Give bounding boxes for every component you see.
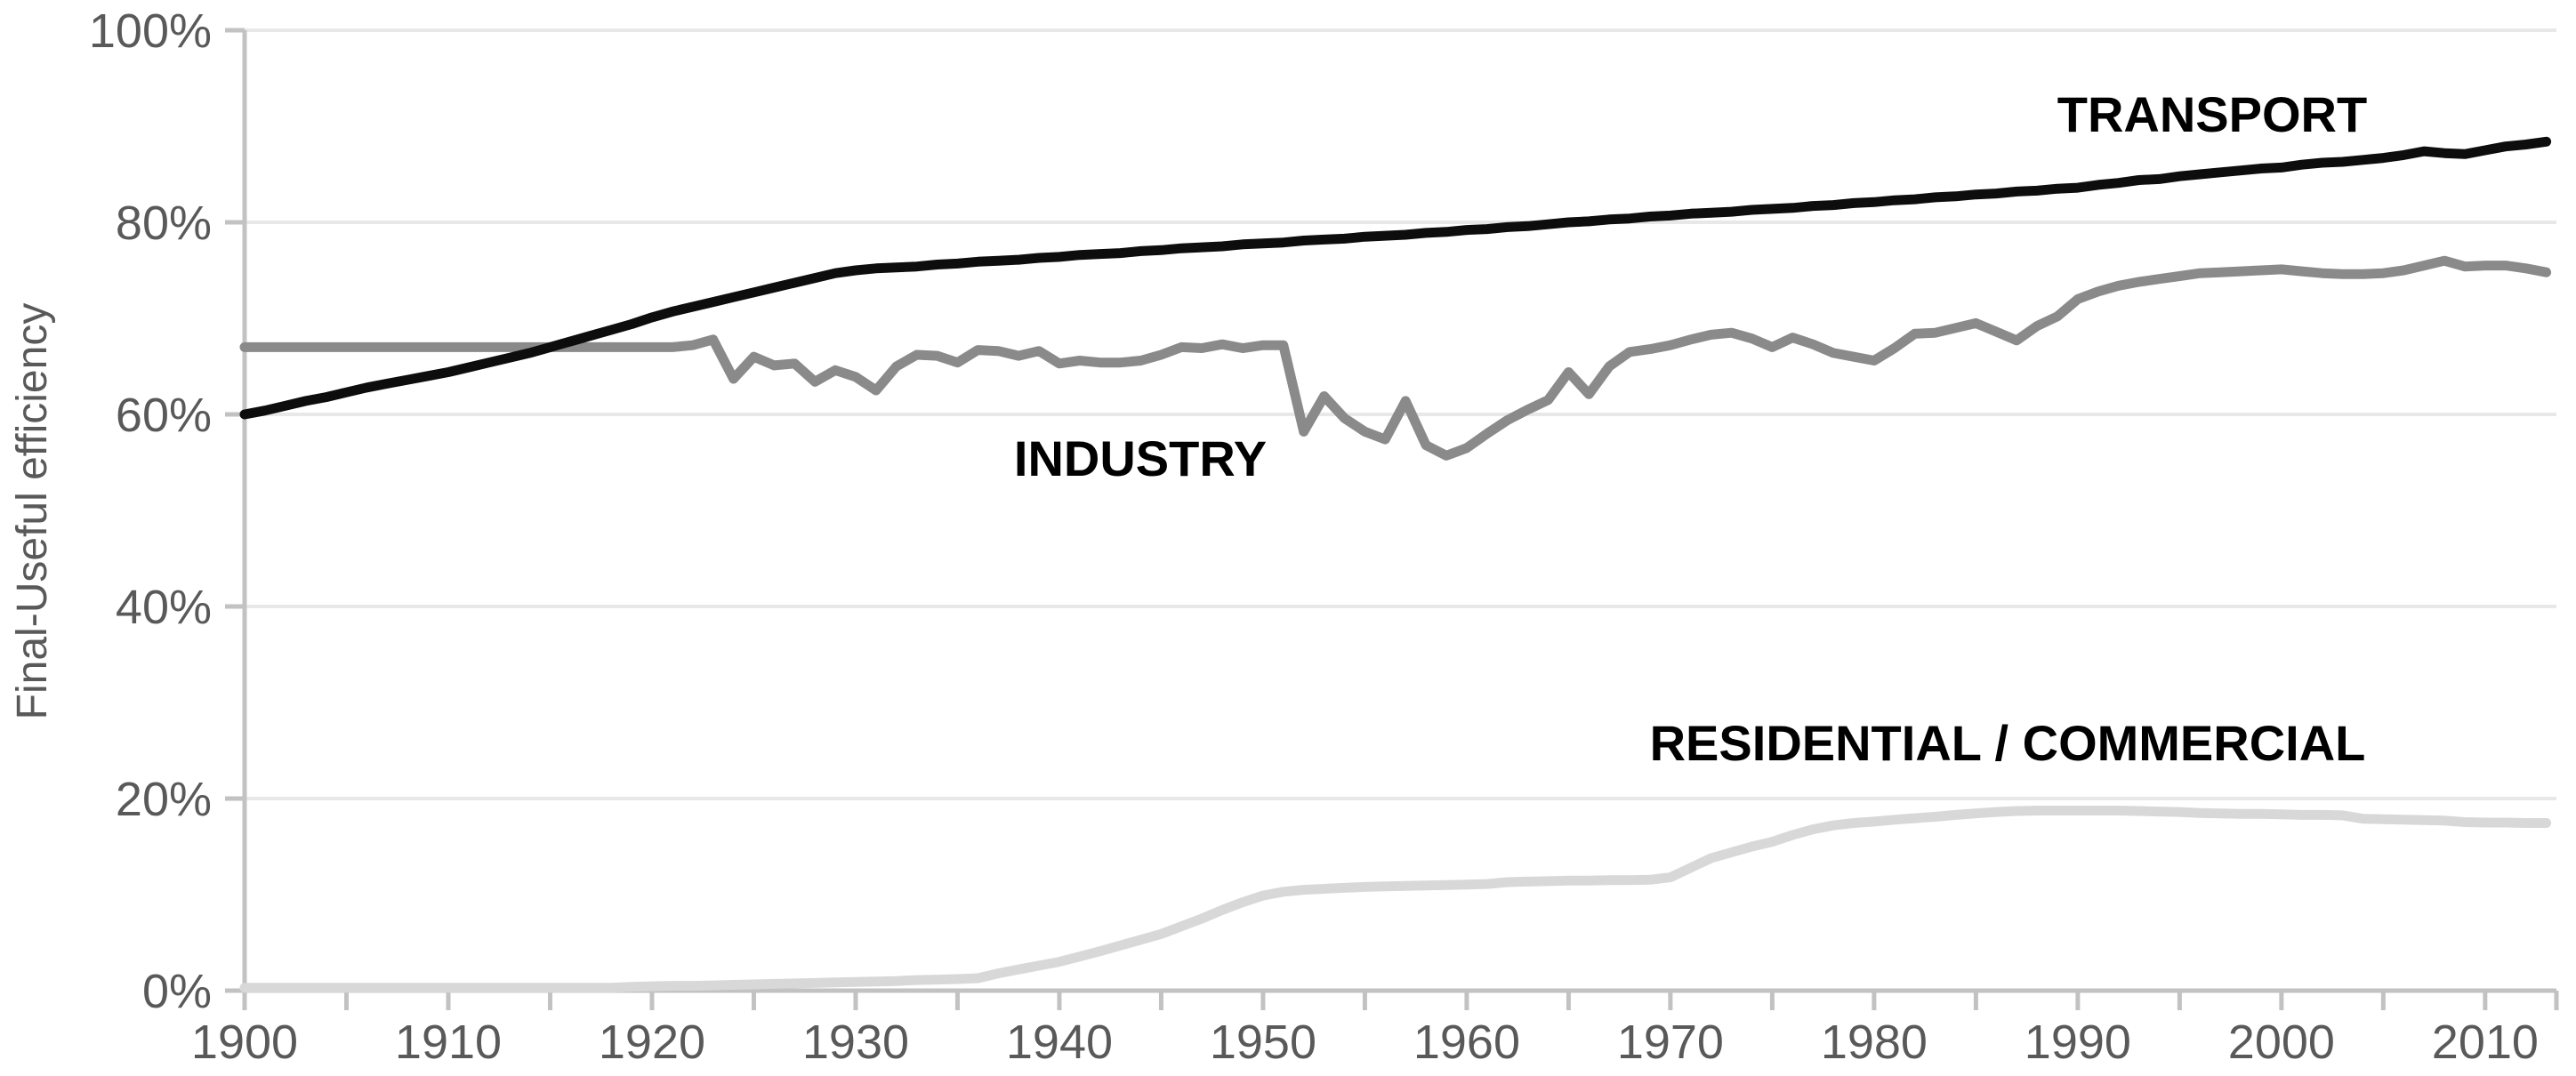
y-tick-label-80: 80% [116, 197, 212, 250]
y-tick-label-0: 0% [142, 965, 212, 1018]
x-tick-label-1900: 1900 [191, 1016, 298, 1069]
x-tick-label-2010: 2010 [2432, 1016, 2539, 1069]
series-lines [239, 136, 2552, 993]
x-tick-label-1930: 1930 [802, 1016, 909, 1069]
series-label-residential-commercial: RESIDENTIAL / COMMERCIAL [1650, 715, 2366, 771]
y-tick-label-100: 100% [89, 4, 212, 58]
x-tick-label-2000: 2000 [2228, 1016, 2335, 1069]
x-tick-label-1940: 1940 [1006, 1016, 1113, 1069]
series-label-transport: TRANSPORT [2057, 86, 2367, 142]
series-labels: TRANSPORT INDUSTRY RESIDENTIAL / COMMERCIA… [1014, 86, 2367, 771]
x-tick-label-1990: 1990 [2025, 1016, 2131, 1069]
y-axis-tick-labels: 0% 20% 40% 60% 80% 100% [89, 4, 212, 1018]
y-tick-label-20: 20% [116, 773, 212, 826]
tick-marks [225, 28, 2559, 1010]
x-tick-label-1970: 1970 [1617, 1016, 1724, 1069]
x-tick-label-1920: 1920 [599, 1016, 705, 1069]
series-line-industry [239, 255, 2552, 461]
y-tick-label-40: 40% [116, 581, 212, 634]
series-line-residential-commercial [239, 806, 2552, 993]
x-axis-tick-labels: 1900 1910 1920 1930 1940 1950 1960 1970 1980 1990… [191, 1016, 2539, 1069]
y-tick-label-60: 60% [116, 389, 212, 442]
x-tick-label-1910: 1910 [395, 1016, 502, 1069]
series-label-industry: INDUSTRY [1014, 430, 1267, 486]
y-axis-title: Final-Useful efficiency [9, 303, 56, 720]
x-tick-label-1950: 1950 [1210, 1016, 1316, 1069]
x-tick-label-1980: 1980 [1821, 1016, 1928, 1069]
series-line-transport [239, 136, 2552, 420]
x-tick-label-1960: 1960 [1413, 1016, 1520, 1069]
